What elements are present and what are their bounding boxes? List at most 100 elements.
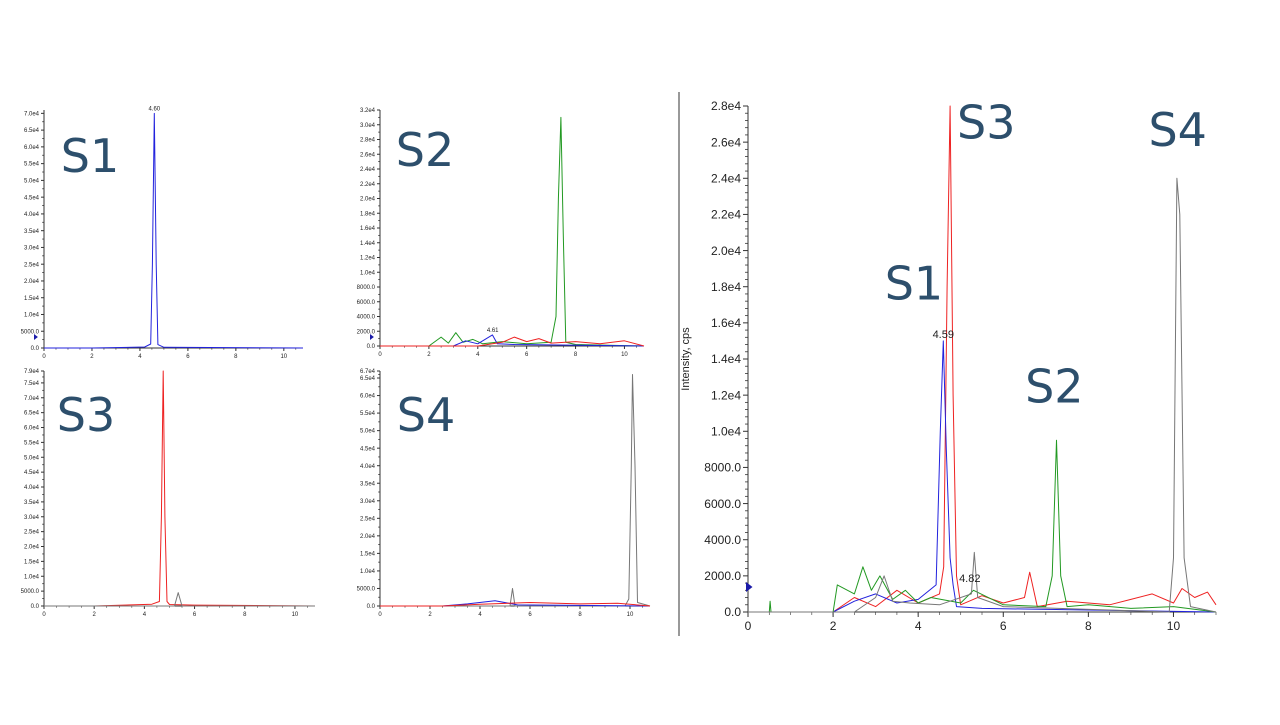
y-tick-label-S1: 6.5e4 — [24, 128, 40, 134]
y-tick-label-S1: 4.0e4 — [24, 212, 40, 218]
y-tick-label-S1: 5.5e4 — [24, 162, 40, 168]
series-line-S2-S2 — [380, 116, 645, 347]
panel-label-S4: S4 — [397, 388, 455, 442]
x-tick-label-S3: 10 — [292, 612, 299, 618]
y-tick-label-S4: 2.5e4 — [360, 516, 376, 522]
series-line-S3-S4 — [44, 592, 315, 607]
y-tick-label-S1: 2.0e4 — [24, 279, 40, 285]
y-tick-label-S3: 6.0e4 — [24, 426, 40, 432]
x-tick-label-S1: 2 — [90, 354, 94, 360]
y-tick-label-S1: 5000.0 — [21, 329, 40, 335]
y-tick-label-S4: 5.5e4 — [360, 411, 376, 417]
y-tick-label-S4: 3.0e4 — [360, 499, 376, 505]
x-tick-label-S4: 4 — [478, 612, 482, 618]
x-tick-label-S3: 8 — [243, 612, 247, 618]
y-tick-label-S4: 1.5e4 — [360, 551, 376, 557]
y-tick-label-S3: 1.5e4 — [24, 559, 40, 565]
x-tick-label-S1: 6 — [186, 354, 190, 360]
y-tick-label-S3: 2.5e4 — [24, 530, 40, 536]
x-tick-label-S4: 10 — [627, 612, 634, 618]
y-tick-label-overlay: 1.0e4 — [711, 424, 741, 438]
y-tick-label-S4: 6.7e4 — [360, 369, 376, 375]
panel-label-S1: S1 — [61, 129, 119, 183]
y-tick-label-S3: 4.5e4 — [24, 470, 40, 476]
y-tick-label-S3: 5.5e4 — [24, 440, 40, 446]
series-line-overlay-S3 — [748, 105, 1217, 613]
y-axis-title: Intensity, cps — [680, 327, 692, 391]
y-tick-label-overlay: 2.2e4 — [711, 208, 741, 222]
peak-annotation-overlay: 4.82 — [959, 573, 980, 585]
x-tick-label-S2: 4 — [476, 352, 480, 358]
peak-annotation-S1: 4.60 — [148, 106, 160, 112]
y-tick-label-S3: 5000.0 — [21, 589, 40, 595]
x-tick-label-overlay: 10 — [1167, 619, 1181, 633]
y-tick-label-overlay: 2.8e4 — [711, 99, 741, 113]
y-tick-label-overlay: 2.4e4 — [711, 171, 741, 185]
y-tick-label-S4: 4.0e4 — [360, 464, 376, 470]
y-tick-label-S1: 1.0e4 — [24, 313, 40, 319]
y-tick-label-S4: 6.5e4 — [360, 376, 376, 382]
y-tick-label-overlay: 8000.0 — [704, 461, 741, 475]
series-line-S3-S3 — [44, 370, 316, 607]
baseline-marker-S2 — [370, 334, 374, 340]
x-tick-label-S4: 6 — [528, 612, 532, 618]
y-tick-label-overlay: 1.8e4 — [711, 280, 741, 294]
y-tick-label-S4: 4.5e4 — [360, 446, 376, 452]
y-tick-label-S2: 6000.0 — [357, 300, 376, 306]
y-tick-label-overlay: 2000.0 — [704, 569, 741, 583]
peak-annotation-S2: 4.61 — [487, 328, 499, 334]
y-tick-label-overlay: 1.4e4 — [711, 352, 741, 366]
y-tick-label-S1: 3.5e4 — [24, 229, 40, 235]
peak-annotation-overlay: 4.59 — [933, 329, 954, 341]
y-tick-label-S1: 2.5e4 — [24, 262, 40, 268]
y-tick-label-overlay: 4000.0 — [704, 533, 741, 547]
y-tick-label-S4: 2.0e4 — [360, 534, 376, 540]
baseline-marker-overlay — [746, 582, 753, 592]
y-tick-label-S2: 2000.0 — [357, 329, 376, 335]
x-tick-label-S3: 6 — [193, 612, 197, 618]
y-tick-label-S2: 1.2e4 — [360, 256, 376, 262]
y-tick-label-S4: 5.0e4 — [360, 429, 376, 435]
overlay-peak-label-S1: S1 — [885, 256, 943, 310]
series-line-S2-S1 — [380, 334, 645, 347]
y-tick-label-S4: 5000.0 — [357, 587, 376, 593]
panel-label-S2: S2 — [396, 123, 454, 177]
x-tick-label-S3: 0 — [42, 612, 46, 618]
y-tick-label-S2: 2.6e4 — [360, 152, 376, 158]
y-tick-label-S2: 8000.0 — [357, 285, 376, 291]
y-tick-label-S4: 6.0e4 — [360, 394, 376, 400]
y-tick-label-S2: 1.8e4 — [360, 211, 376, 217]
series-line-S4-S3 — [380, 602, 651, 607]
y-tick-label-S4: 0.0 — [367, 604, 376, 610]
x-tick-label-S2: 10 — [621, 352, 628, 358]
x-tick-label-overlay: 6 — [1000, 619, 1007, 633]
series-line-overlay-S2 — [748, 439, 1217, 613]
y-tick-label-S2: 1.6e4 — [360, 226, 376, 232]
x-tick-label-S1: 10 — [280, 354, 287, 360]
y-tick-label-overlay: 1.6e4 — [711, 316, 741, 330]
y-tick-label-S2: 3.0e4 — [360, 123, 376, 129]
x-tick-label-S2: 0 — [378, 352, 382, 358]
x-tick-label-overlay: 0 — [745, 619, 752, 633]
overlay-peak-label-S2: S2 — [1025, 359, 1083, 413]
y-tick-label-S3: 2.0e4 — [24, 545, 40, 551]
series-line-S2-S3 — [380, 336, 645, 347]
y-tick-label-S1: 3.0e4 — [24, 246, 40, 252]
overlay-peak-label-S3: S3 — [957, 96, 1015, 150]
y-tick-label-overlay: 0.0 — [724, 605, 741, 619]
y-tick-label-S2: 4000.0 — [357, 315, 376, 321]
y-tick-label-S2: 2.0e4 — [360, 197, 376, 203]
x-tick-label-S3: 2 — [93, 612, 97, 618]
y-tick-label-S2: 2.8e4 — [360, 138, 376, 144]
y-tick-label-S3: 7.9e4 — [24, 369, 40, 375]
y-tick-label-S3: 6.5e4 — [24, 411, 40, 417]
y-tick-label-S2: 2.2e4 — [360, 182, 376, 188]
x-tick-label-S2: 6 — [525, 352, 529, 358]
y-tick-label-S1: 4.5e4 — [24, 195, 40, 201]
y-tick-label-S2: 1.0e4 — [360, 270, 376, 276]
y-tick-label-S3: 7.0e4 — [24, 396, 40, 402]
y-tick-label-S1: 1.5e4 — [24, 296, 40, 302]
y-tick-label-S1: 6.0e4 — [24, 145, 40, 151]
baseline-marker-S1 — [34, 334, 38, 340]
